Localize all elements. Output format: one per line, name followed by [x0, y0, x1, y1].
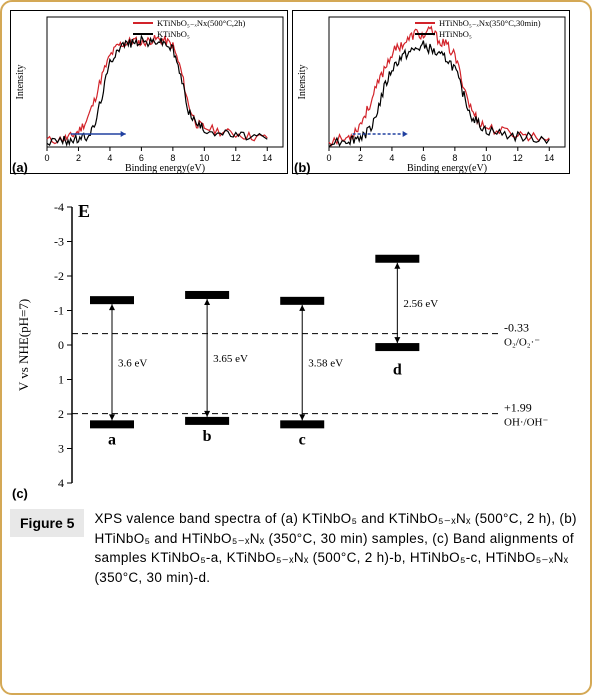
- svg-text:a: a: [108, 431, 116, 448]
- panel-a: 02468101214Binding energy(eV)IntensityKT…: [10, 10, 288, 174]
- svg-text:-0.33: -0.33: [504, 321, 529, 335]
- svg-text:E: E: [78, 201, 90, 221]
- svg-text:-3: -3: [54, 235, 64, 249]
- spectrum-b-svg: 02468101214Binding energy(eV)IntensityHT…: [293, 11, 571, 175]
- svg-text:Intensity: Intensity: [297, 65, 308, 100]
- svg-text:d: d: [393, 361, 402, 378]
- caption-text: XPS valence band spectra of (a) KTiNbO₅ …: [94, 509, 582, 587]
- svg-text:3: 3: [58, 442, 64, 456]
- svg-text:c: c: [299, 431, 306, 448]
- svg-text:3.65 eV: 3.65 eV: [213, 353, 248, 365]
- svg-text:3.58 eV: 3.58 eV: [308, 358, 343, 370]
- svg-text:-1: -1: [54, 304, 64, 318]
- svg-text:+1.99: +1.99: [504, 401, 532, 415]
- figure-label: Figure 5: [10, 509, 84, 537]
- band-svg: E -4 -3 -2 -1 0 1 2 3 4 V vs NHE(pH=7) -0.33 O₂/O₂·⁻…: [10, 197, 570, 497]
- svg-text:Intensity: Intensity: [15, 65, 26, 100]
- svg-text:2: 2: [58, 407, 64, 421]
- svg-text:b: b: [203, 428, 212, 445]
- svg-text:-2: -2: [54, 269, 64, 283]
- svg-text:V vs NHE(pH=7): V vs NHE(pH=7): [16, 299, 31, 391]
- svg-text:2.56 eV: 2.56 eV: [403, 298, 438, 310]
- svg-text:0: 0: [58, 338, 64, 352]
- panel-c: E -4 -3 -2 -1 0 1 2 3 4 V vs NHE(pH=7) -0.33 O₂/O₂·⁻…: [10, 197, 570, 497]
- svg-text:1: 1: [58, 373, 64, 387]
- svg-text:O₂/O₂·⁻: O₂/O₂·⁻: [504, 337, 540, 349]
- svg-text:3.6 eV: 3.6 eV: [118, 357, 147, 369]
- panel-c-label: (c): [12, 486, 28, 501]
- caption-row: Figure 5 XPS valence band spectra of (a)…: [10, 509, 582, 587]
- panel-b: 02468101214Binding energy(eV)IntensityHT…: [292, 10, 570, 174]
- svg-text:-4: -4: [54, 200, 64, 214]
- svg-text:HTiNbO₅: HTiNbO₅: [439, 29, 472, 39]
- panel-a-label: (a): [12, 160, 290, 175]
- spectrum-a-svg: 02468101214Binding energy(eV)IntensityKT…: [11, 11, 289, 175]
- svg-text:KTiNbO₅₋ₓNx(500°C,2h): KTiNbO₅₋ₓNx(500°C,2h): [157, 18, 245, 28]
- svg-text:KTiNbO₅: KTiNbO₅: [157, 29, 190, 39]
- svg-text:OH·/OH⁻: OH·/OH⁻: [504, 417, 548, 429]
- svg-text:4: 4: [58, 476, 64, 490]
- svg-text:HTiNbO₅₋ₓNx(350°C,30min): HTiNbO₅₋ₓNx(350°C,30min): [439, 18, 541, 28]
- panel-b-label: (b): [294, 160, 572, 175]
